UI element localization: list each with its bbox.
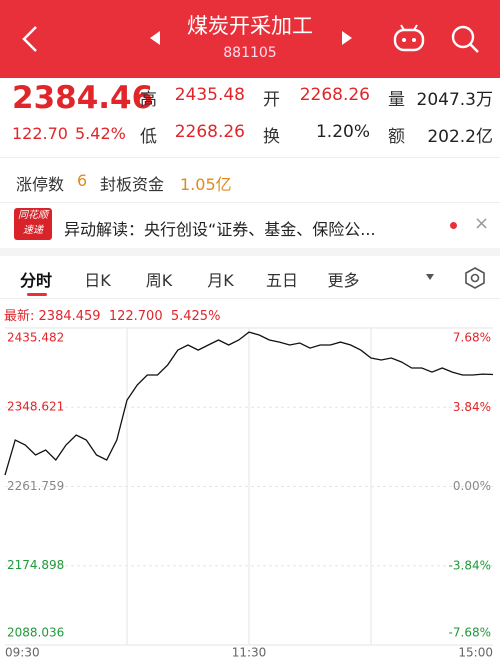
- limit-count: 6: [77, 171, 88, 190]
- tab[interactable]: 分时: [19, 271, 52, 290]
- search-icon[interactable]: [448, 22, 482, 56]
- stat-label: 换: [263, 127, 280, 147]
- x-tick-label: 15:00: [458, 646, 493, 660]
- y2-tick-label: 7.68%: [453, 331, 491, 345]
- stat-value: 2047.3万: [416, 90, 493, 110]
- next-button[interactable]: [340, 30, 354, 46]
- tab[interactable]: 月K: [207, 271, 234, 290]
- y-tick-label: 2261.759: [7, 479, 64, 493]
- latest-pct: 5.425%: [170, 309, 221, 324]
- y-tick-label: 2435.482: [7, 331, 64, 345]
- badge-bottom: 速递: [23, 225, 43, 236]
- top-bar: [0, 0, 500, 78]
- limit-count-label: 涨停数: [16, 175, 65, 194]
- close-button[interactable]: ×: [474, 213, 490, 234]
- y2-tick-label: -7.68%: [449, 626, 491, 640]
- stat-label: 额: [388, 127, 405, 147]
- y-tick-label: 2174.898: [7, 558, 64, 572]
- latest-price: 2384.459: [38, 309, 101, 324]
- news-text[interactable]: 异动解读：央行创设“证券、基金、保险公...: [64, 220, 376, 239]
- tab[interactable]: 日K: [84, 271, 111, 290]
- price: 2384.46: [12, 80, 154, 116]
- limit-fund: 1.05亿: [180, 175, 232, 194]
- badge-top: 同花顺: [18, 210, 48, 221]
- stat-value: 1.20%: [315, 122, 370, 142]
- tab[interactable]: 五日: [265, 271, 298, 290]
- y-tick-label: 2348.621: [7, 400, 64, 414]
- stat-value: 202.2亿: [427, 127, 493, 147]
- divider: [0, 157, 500, 158]
- code: 881105: [223, 45, 277, 61]
- limit-fund-label: 封板资金: [100, 175, 165, 194]
- tab[interactable]: 更多: [327, 271, 360, 290]
- stat-label: 量: [388, 90, 405, 110]
- tab[interactable]: 周K: [145, 271, 173, 290]
- title: 煤炭开采加工: [187, 14, 313, 38]
- stat-label: 低: [140, 127, 157, 147]
- divider: [0, 202, 500, 203]
- stat-label: 开: [263, 90, 280, 110]
- y2-tick-label: 0.00%: [453, 479, 491, 493]
- stat-value: 2435.48: [174, 85, 245, 105]
- stat-label: 高: [140, 90, 157, 110]
- y2-tick-label: 3.84%: [453, 400, 491, 414]
- latest: 最新: 2384.459 122.700 5.425%: [4, 305, 220, 324]
- x-tick-label: 11:30: [232, 646, 267, 660]
- y-tick-label: 2088.036: [7, 626, 64, 640]
- more-caret: [426, 274, 434, 280]
- change-pct: 5.42%: [75, 124, 126, 143]
- stat-value: 2268.26: [299, 85, 370, 105]
- news-badge: 同花顺 速递: [14, 208, 52, 240]
- prev-button[interactable]: [148, 30, 162, 46]
- chart: 2088.036 2174.898 2261.759 2348.621 2435.482…: [4, 327, 494, 660]
- robot-icon[interactable]: [392, 22, 426, 56]
- stat-value: 2268.26: [174, 122, 245, 142]
- divider: [0, 298, 500, 299]
- tab-underline: [27, 293, 47, 296]
- y2-tick-label: -3.84%: [449, 558, 491, 572]
- price-line: [4, 331, 494, 476]
- gap: [0, 248, 500, 256]
- x-tick-label: 09:30: [5, 646, 40, 660]
- unread-dot: [450, 222, 457, 229]
- back-button[interactable]: [18, 24, 42, 54]
- change: 122.70: [12, 124, 68, 143]
- latest-change: 122.700: [108, 309, 163, 324]
- settings-icon[interactable]: [463, 266, 487, 290]
- latest-label: 最新:: [4, 309, 35, 324]
